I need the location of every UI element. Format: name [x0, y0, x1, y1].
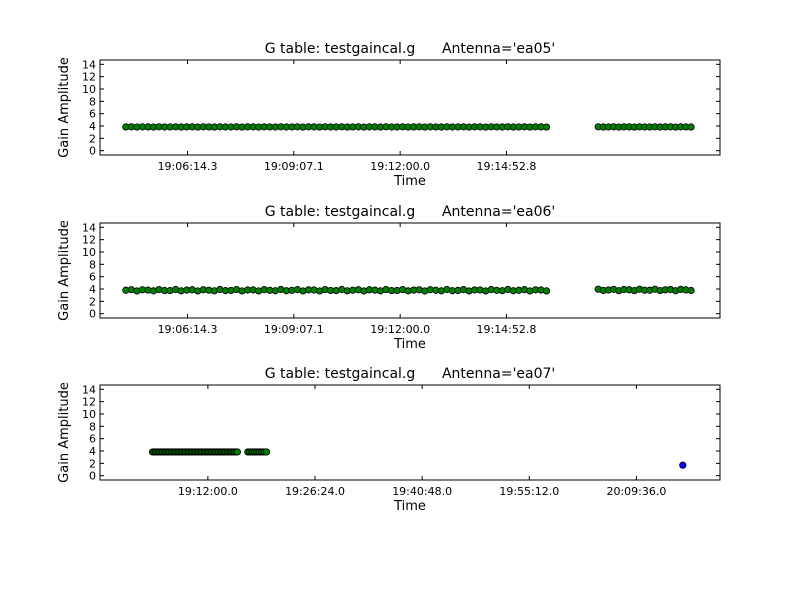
data-point	[687, 123, 695, 131]
data-point	[679, 461, 687, 469]
subplot-title: G table: testgaincal.g Antenna='ea07'	[265, 366, 556, 382]
x-tick-label: 19:09:07.1	[264, 160, 324, 173]
y-tick-label: 2	[89, 457, 96, 470]
data-points	[122, 285, 695, 295]
y-tick-label: 12	[82, 396, 96, 409]
y-tick-label: 8	[89, 258, 96, 271]
x-tick-label: 19:09:07.1	[264, 323, 324, 336]
subplot-title: G table: testgaincal.g Antenna='ea06'	[265, 204, 556, 220]
y-tick-label: 4	[89, 283, 96, 296]
y-tick-label: 4	[89, 445, 96, 458]
y-tick-label: 4	[89, 120, 96, 133]
y-axis-label: Gain Amplitude	[57, 220, 72, 321]
x-tick-label: 19:40:48.0	[392, 485, 452, 498]
plot-frame	[99, 59, 721, 156]
y-tick-label: 2	[89, 295, 96, 308]
x-axis-label: Time	[393, 337, 426, 352]
x-axis-label: Time	[393, 499, 426, 514]
x-tick-label: 19:12:00.0	[370, 160, 430, 173]
x-ticks: 19:12:00.0 19:26:24.0 19:40:48.0 19:55:12.0…	[178, 385, 666, 498]
x-tick-label: 19:12:00.0	[370, 323, 430, 336]
data-points	[148, 448, 687, 469]
plot-frame	[99, 384, 721, 481]
data-point	[542, 287, 551, 295]
subplot-3: G table: testgaincal.g Antenna='ea07' 02…	[57, 366, 721, 514]
x-tick-label: 19:55:12.0	[499, 485, 559, 498]
y-tick-label: 12	[82, 71, 96, 84]
y-tick-label: 14	[82, 58, 96, 71]
y-tick-label: 10	[82, 246, 96, 259]
y-tick-label: 14	[82, 221, 96, 234]
data-points	[122, 123, 695, 131]
y-tick-label: 8	[89, 420, 96, 433]
x-tick-label: 19:14:52.8	[476, 323, 536, 336]
y-tick-label: 6	[89, 271, 96, 284]
data-point	[687, 286, 695, 295]
subplot-title: G table: testgaincal.g Antenna='ea05'	[265, 41, 556, 57]
y-tick-label: 2	[89, 132, 96, 145]
data-point	[542, 123, 551, 131]
x-tick-label: 19:06:14.3	[158, 323, 218, 336]
y-tick-label: 12	[82, 234, 96, 247]
data-point	[262, 448, 271, 456]
data-point	[233, 448, 241, 456]
y-tick-label: 6	[89, 433, 96, 446]
y-tick-label: 0	[89, 145, 96, 158]
x-tick-label: 19:26:24.0	[285, 485, 345, 498]
x-tick-label: 19:12:00.0	[178, 485, 238, 498]
x-tick-label: 20:09:36.0	[606, 485, 666, 498]
x-tick-label: 19:14:52.8	[476, 160, 536, 173]
plot-frame	[99, 222, 721, 319]
x-axis-label: Time	[393, 174, 426, 189]
y-tick-label: 14	[82, 383, 96, 396]
x-ticks: 19:06:14.3 19:09:07.1 19:12:00.0 19:14:52.8	[158, 223, 536, 336]
subplot-2: G table: testgaincal.g Antenna='ea06' 02…	[57, 204, 721, 352]
y-tick-label: 10	[82, 408, 96, 421]
y-tick-label: 6	[89, 108, 96, 121]
x-tick-label: 19:06:14.3	[158, 160, 218, 173]
y-tick-label: 10	[82, 83, 96, 96]
subplot-1: G table: testgaincal.g Antenna='ea05' 02…	[57, 41, 721, 189]
y-axis-label: Gain Amplitude	[57, 57, 72, 158]
y-tick-label: 0	[89, 470, 96, 483]
y-tick-label: 8	[89, 95, 96, 108]
y-axis-label: Gain Amplitude	[57, 382, 72, 483]
x-ticks: 19:06:14.3 19:09:07.1 19:12:00.0 19:14:52.8	[158, 60, 536, 173]
y-tick-label: 0	[89, 308, 96, 321]
